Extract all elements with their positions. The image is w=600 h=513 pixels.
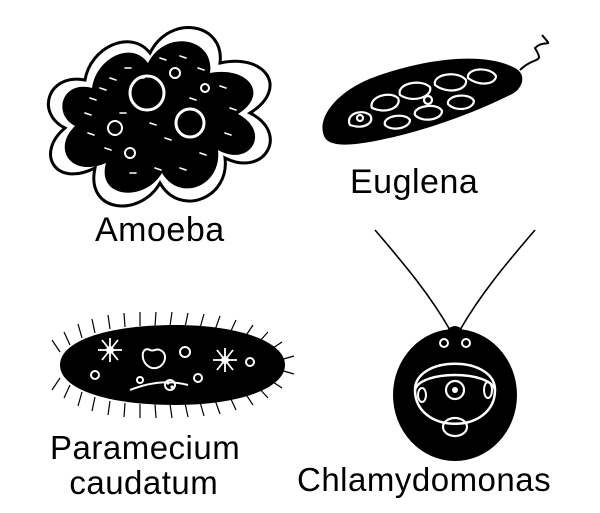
euglena-figure	[310, 30, 560, 160]
amoeba-figure	[30, 18, 290, 218]
chlamydomonas-label: Chlamydomonas	[297, 463, 551, 498]
amoeba-label: Amoeba	[95, 213, 225, 249]
euglena-label: Euglena	[350, 165, 478, 201]
paramecium-figure	[40, 290, 310, 430]
diagram-stage: Amoeba Euglena Paramecium caudatum Chlam…	[0, 0, 600, 513]
chlamydomonas-figure	[360, 225, 550, 465]
paramecium-label: Paramecium caudatum	[50, 431, 240, 500]
